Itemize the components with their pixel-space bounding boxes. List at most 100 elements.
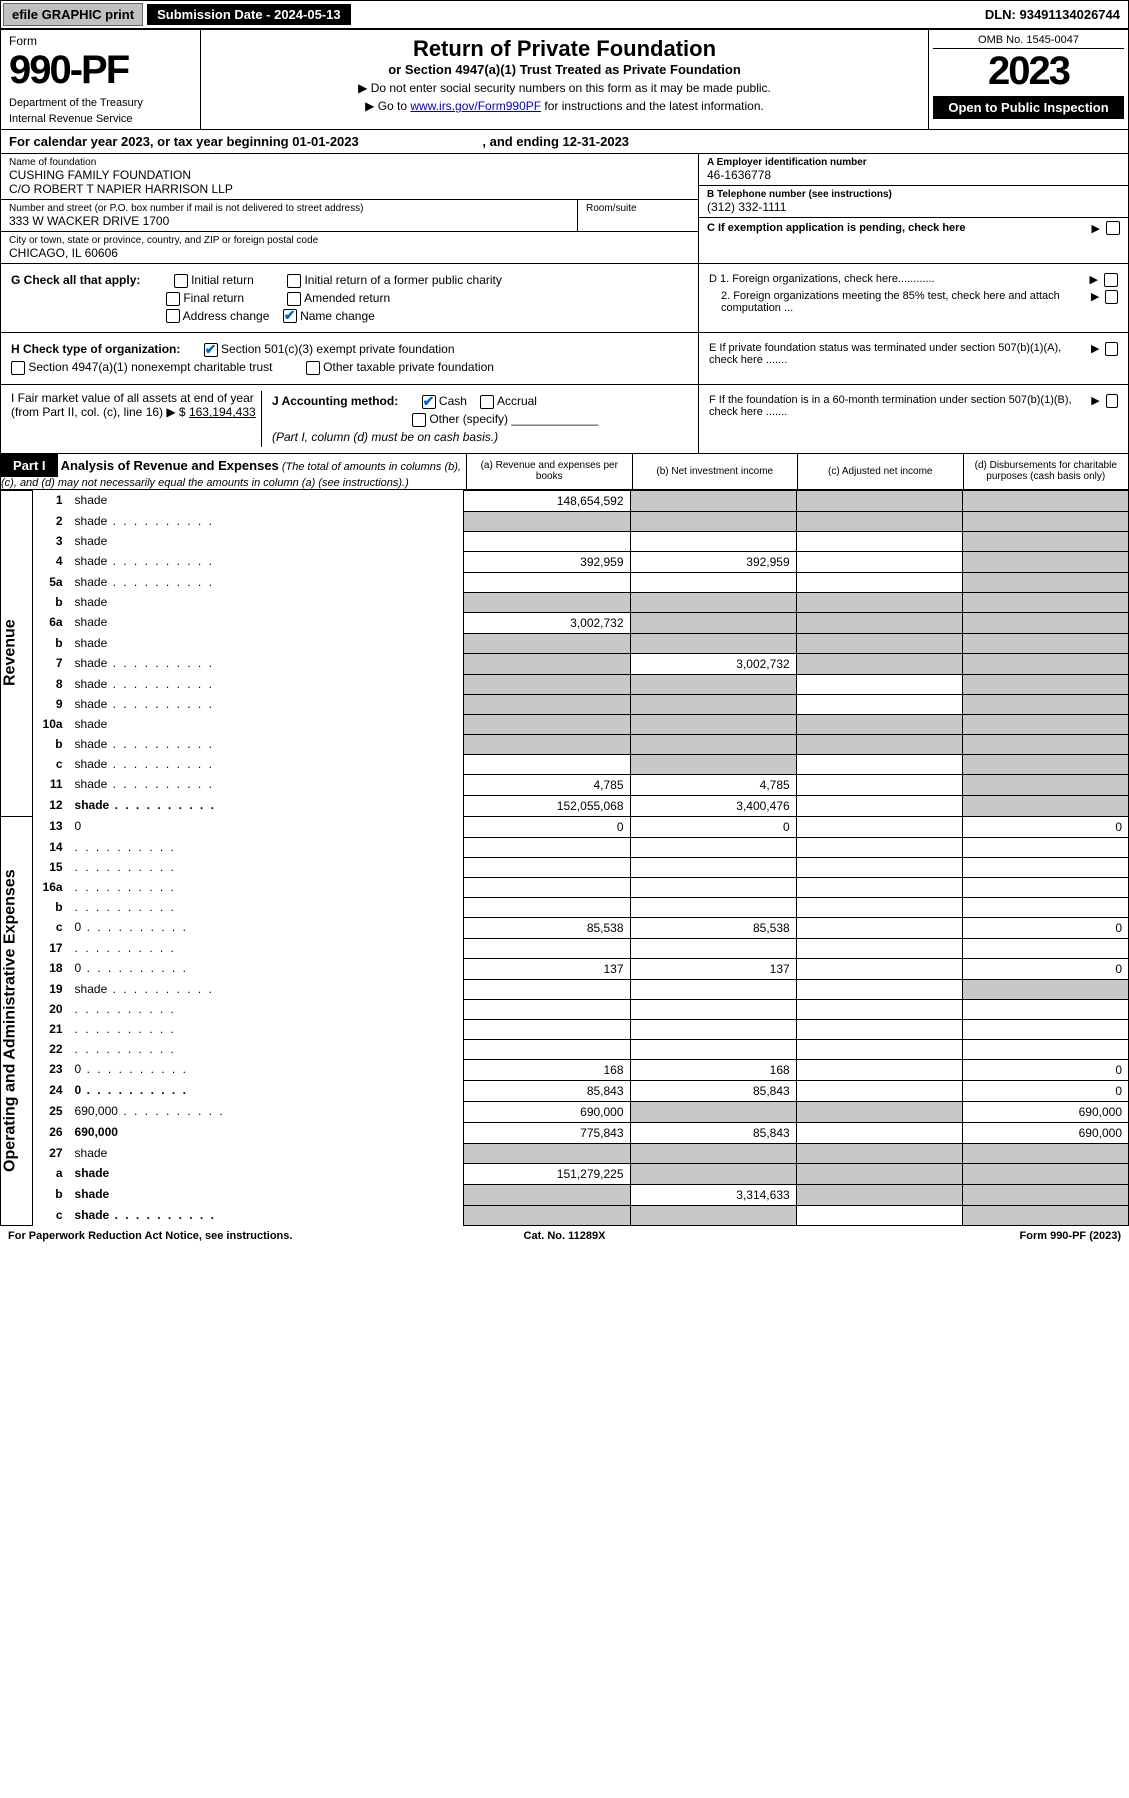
- row-desc: shade: [69, 979, 464, 999]
- j1-label: Cash: [439, 394, 467, 408]
- cell-a: [464, 1019, 630, 1039]
- row-number: b: [33, 592, 69, 612]
- h1-checkbox[interactable]: [204, 343, 218, 357]
- table-row: cshade: [1, 1205, 1129, 1225]
- form-subtitle: or Section 4947(a)(1) Trust Treated as P…: [211, 62, 918, 77]
- footer-center: Cat. No. 11289X: [524, 1230, 606, 1242]
- row-desc: shade: [69, 714, 464, 734]
- cash-checkbox[interactable]: [422, 395, 436, 409]
- tax-year: 2023: [933, 49, 1124, 94]
- cell-d: [962, 999, 1128, 1019]
- other-method-checkbox[interactable]: [412, 413, 426, 427]
- omb-number: OMB No. 1545-0047: [933, 34, 1124, 49]
- h3-checkbox[interactable]: [306, 361, 320, 375]
- cell-c: [796, 877, 962, 897]
- efile-button[interactable]: efile GRAPHIC print: [3, 3, 143, 26]
- cell-d: [962, 511, 1128, 531]
- cell-d: [962, 774, 1128, 795]
- form-header-left: Form 990-PF Department of the Treasury I…: [1, 30, 201, 129]
- accrual-checkbox[interactable]: [480, 395, 494, 409]
- row-number: 26: [33, 1122, 69, 1143]
- cell-c: [796, 938, 962, 958]
- address-change-checkbox[interactable]: [166, 309, 180, 323]
- table-row: 19shade: [1, 979, 1129, 999]
- cell-d: [962, 633, 1128, 653]
- h2-checkbox[interactable]: [11, 361, 25, 375]
- e-checkbox[interactable]: [1105, 342, 1118, 356]
- cell-d: 0: [962, 958, 1128, 979]
- cell-b: [630, 714, 796, 734]
- row-desc: [69, 938, 464, 958]
- table-row: 24085,84385,8430: [1, 1080, 1129, 1101]
- d1-checkbox[interactable]: [1104, 273, 1118, 287]
- cell-d: [962, 592, 1128, 612]
- row-desc: shade: [69, 1143, 464, 1163]
- part1-header-row: Part I Analysis of Revenue and Expenses …: [0, 454, 1129, 490]
- f-arrow: ▶: [1091, 394, 1099, 418]
- cell-b: [630, 511, 796, 531]
- row-number: c: [33, 754, 69, 774]
- cell-b: 3,002,732: [630, 653, 796, 674]
- g2-label: Initial return of a former public charit…: [304, 273, 501, 287]
- form990pf-link[interactable]: www.irs.gov/Form990PF: [410, 99, 541, 113]
- row-number: 21: [33, 1019, 69, 1039]
- cell-d: [962, 938, 1128, 958]
- cell-b: 0: [630, 816, 796, 837]
- cell-b: [630, 531, 796, 551]
- initial-former-checkbox[interactable]: [287, 274, 301, 288]
- table-row: 12shade152,055,0683,400,476: [1, 795, 1129, 816]
- cell-d: [962, 551, 1128, 572]
- cell-c: [796, 551, 962, 572]
- calyear-mid: , and ending: [482, 134, 562, 149]
- cell-c: [796, 1019, 962, 1039]
- cell-a: 85,843: [464, 1080, 630, 1101]
- final-return-checkbox[interactable]: [166, 292, 180, 306]
- g5-label: Address change: [183, 309, 270, 323]
- address-label: Number and street (or P.O. box number if…: [9, 203, 569, 214]
- open-inspection-badge: Open to Public Inspection: [933, 96, 1124, 119]
- table-row: 6ashade3,002,732: [1, 612, 1129, 633]
- h2-label: Section 4947(a)(1) nonexempt charitable …: [28, 360, 272, 374]
- phone-value: (312) 332-1111: [707, 200, 1120, 214]
- initial-return-checkbox[interactable]: [174, 274, 188, 288]
- cell-a: [464, 633, 630, 653]
- row-number: 24: [33, 1080, 69, 1101]
- col-a-header: (a) Revenue and expenses per books: [466, 454, 632, 489]
- cell-a: 0: [464, 816, 630, 837]
- g1-label: Initial return: [191, 273, 254, 287]
- row-desc: 0: [69, 816, 464, 837]
- room-label: Room/suite: [578, 200, 698, 231]
- cell-b: [630, 877, 796, 897]
- d2-label: 2. Foreign organizations meeting the 85%…: [721, 290, 1091, 314]
- cell-c: [796, 816, 962, 837]
- cell-a: 690,000: [464, 1101, 630, 1122]
- cell-a: 392,959: [464, 551, 630, 572]
- calyear-pre: For calendar year 2023, or tax year begi…: [9, 134, 292, 149]
- cell-c: [796, 857, 962, 877]
- cell-c: [796, 612, 962, 633]
- d2-checkbox[interactable]: [1105, 290, 1118, 304]
- table-row: b: [1, 897, 1129, 917]
- cell-d: [962, 653, 1128, 674]
- cell-d: [962, 1184, 1128, 1205]
- name-change-checkbox[interactable]: [283, 309, 297, 323]
- table-row: Operating and Administrative Expenses130…: [1, 816, 1129, 837]
- amended-return-checkbox[interactable]: [287, 292, 301, 306]
- row-number: 4: [33, 551, 69, 572]
- row-desc: shade: [69, 490, 464, 511]
- row-desc: [69, 857, 464, 877]
- cell-b: 3,400,476: [630, 795, 796, 816]
- city-label: City or town, state or province, country…: [9, 235, 690, 246]
- table-row: 4shade392,959392,959: [1, 551, 1129, 572]
- cell-c: [796, 917, 962, 938]
- f-checkbox[interactable]: [1106, 394, 1118, 408]
- cell-b: [630, 490, 796, 511]
- row-number: 18: [33, 958, 69, 979]
- cell-d: [962, 612, 1128, 633]
- exemption-checkbox[interactable]: [1106, 221, 1120, 235]
- cell-b: [630, 572, 796, 592]
- part1-desc: Analysis of Revenue and Expenses (The to…: [1, 457, 461, 493]
- cell-c: [796, 1059, 962, 1080]
- address-value: 333 W WACKER DRIVE 1700: [9, 214, 569, 228]
- table-row: bshade: [1, 592, 1129, 612]
